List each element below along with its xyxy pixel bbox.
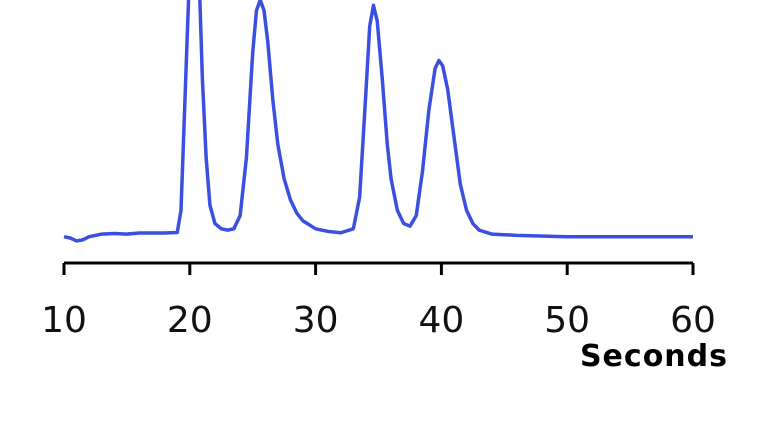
tick-label: 30	[293, 300, 339, 341]
tick-label: 60	[670, 300, 716, 341]
tick-label: 10	[41, 300, 87, 341]
data-line	[63, 0, 693, 243]
tick-label: 40	[418, 300, 464, 341]
x-axis-label: Seconds	[580, 339, 728, 374]
tick-label: 20	[167, 300, 213, 341]
tick-label: 50	[544, 300, 590, 341]
